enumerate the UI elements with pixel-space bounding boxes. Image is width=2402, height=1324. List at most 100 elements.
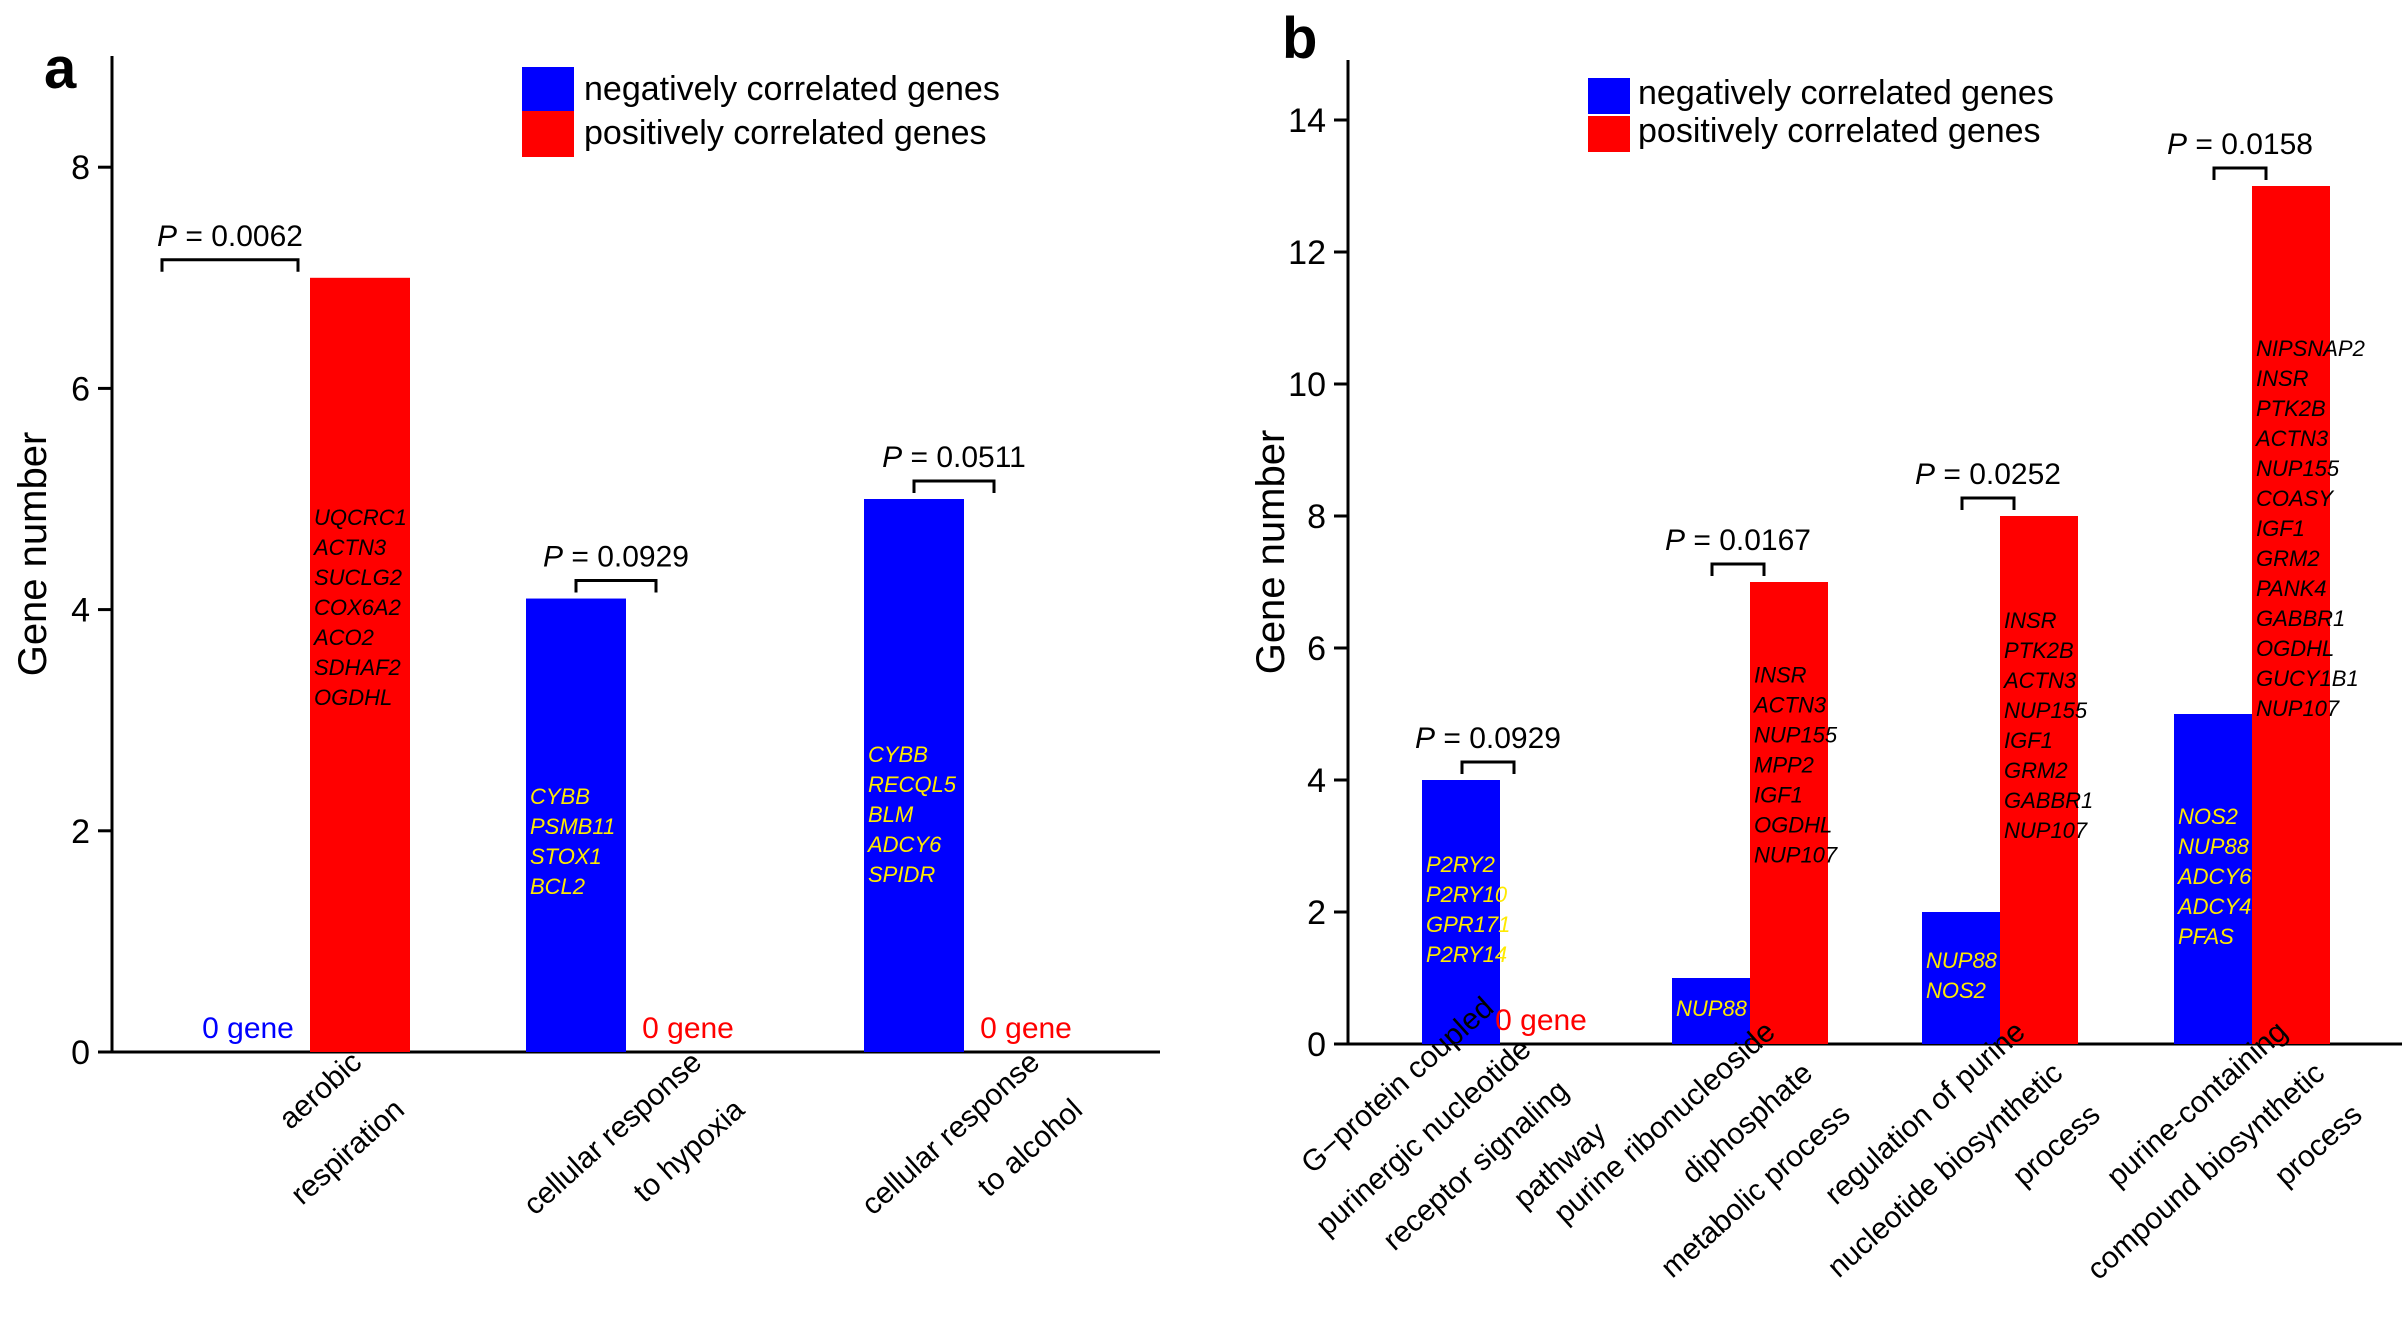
- legend-swatch-positive: [522, 111, 574, 157]
- p-value-text: = 0.0167: [1685, 524, 1811, 557]
- gene-label-positive: ACO2: [312, 625, 374, 650]
- gene-label-negative: PSMB11: [530, 814, 615, 839]
- p-value-text: = 0.0929: [563, 541, 689, 574]
- gene-label-positive: NUP107: [1754, 843, 1838, 868]
- y-tick-label: 0: [1307, 1026, 1326, 1064]
- p-value-bracket: [912, 479, 996, 493]
- p-value-label: P = 0.0929: [543, 541, 689, 574]
- y-tick-label: 2: [71, 813, 90, 851]
- legend-entry-negative: negatively correlated genes: [584, 70, 1000, 108]
- gene-label-positive: ACTN3: [2254, 426, 2329, 451]
- gene-label-negative: CYBB: [868, 742, 928, 767]
- legend-swatch-negative: [1588, 78, 1630, 114]
- p-symbol: P: [543, 541, 563, 574]
- gene-label-negative: ADCY6: [2176, 864, 2252, 889]
- gene-label-negative: BCL2: [530, 874, 585, 899]
- bar-positive: [2252, 186, 2330, 1044]
- bar-negative: [2174, 714, 2252, 1044]
- gene-label-positive: NUP155: [2256, 456, 2340, 481]
- y-tick-label: 6: [71, 370, 90, 408]
- y-axis-label: Gene number: [11, 432, 55, 677]
- gene-label-negative: P2RY10: [1426, 882, 1508, 907]
- p-value-label: P = 0.0252: [1915, 458, 2061, 491]
- gene-label-positive: NIPSNAP2: [2256, 336, 2365, 361]
- p-value-bracket: [2212, 166, 2268, 180]
- gene-label-positive: GUCY1B1: [2256, 666, 2359, 691]
- gene-label-positive: PTK2B: [2004, 638, 2074, 663]
- legend-entry-positive: positively correlated genes: [584, 114, 987, 152]
- p-value-bracket: [574, 579, 658, 593]
- gene-label-negative: ADCY4: [2176, 894, 2251, 919]
- p-symbol: P: [1665, 524, 1685, 557]
- legend-swatch-negative: [522, 67, 574, 113]
- category-label: purine ribonucleosidediphosphatemetaboli…: [1548, 1015, 1857, 1285]
- gene-label-negative: ADCY6: [866, 832, 942, 857]
- category-label-line: cellular response: [855, 1045, 1046, 1221]
- gene-label-positive: COASY: [2256, 486, 2334, 511]
- gene-label-negative: CYBB: [530, 784, 590, 809]
- gene-label-positive: GRM2: [2256, 546, 2320, 571]
- gene-label-positive: GRM2: [2004, 758, 2068, 783]
- y-tick-label: 8: [71, 149, 90, 187]
- gene-label-positive: IGF1: [2004, 728, 2053, 753]
- gene-label-positive: NUP155: [1754, 723, 1838, 748]
- gene-label-positive: GABBR1: [2256, 606, 2345, 631]
- gene-label-positive: IGF1: [2256, 516, 2305, 541]
- p-value-text: = 0.0252: [1935, 458, 2061, 491]
- zero-gene-note: 0 gene: [1495, 1004, 1587, 1037]
- gene-label-positive: PANK4: [2256, 576, 2327, 601]
- zero-gene-note: 0 gene: [202, 1012, 294, 1045]
- gene-label-positive: IGF1: [1754, 783, 1803, 808]
- zero-gene-note: 0 gene: [980, 1012, 1072, 1045]
- p-value-text: = 0.0158: [2187, 128, 2313, 161]
- bar-negative: [1672, 978, 1750, 1044]
- bar-positive: [1750, 582, 1828, 1044]
- gene-label-negative: NOS2: [1926, 978, 1986, 1003]
- y-tick-label: 4: [71, 592, 90, 630]
- p-value-bracket: [1460, 760, 1516, 774]
- zero-gene-note: 0 gene: [642, 1012, 734, 1045]
- gene-label-negative: PFAS: [2178, 924, 2234, 949]
- category-label-line: cellular response: [517, 1045, 708, 1221]
- y-tick-label: 14: [1288, 102, 1326, 140]
- p-value-text: = 0.0929: [1435, 722, 1561, 755]
- bar-negative: [1422, 780, 1500, 1044]
- gene-label-positive: UQCRC1: [314, 505, 407, 530]
- y-tick-label: 10: [1288, 366, 1326, 404]
- panel-a: a 0 2 4 6 8 Gene number negatively correlated g…: [11, 36, 1160, 1222]
- p-symbol: P: [882, 441, 902, 474]
- y-tick-label: 4: [1307, 762, 1326, 800]
- y-tick-label: 6: [1307, 630, 1326, 668]
- gene-label-negative: P2RY14: [1426, 942, 1507, 967]
- category-label-line: aerobic: [273, 1045, 368, 1135]
- gene-label-positive: ACTN3: [2002, 668, 2077, 693]
- gene-label-positive: MPP2: [1754, 753, 1814, 778]
- gene-label-positive: NUP107: [2004, 818, 2088, 843]
- bar-negative: [526, 598, 626, 1052]
- p-symbol: P: [1915, 458, 1935, 491]
- gene-label-positive: PTK2B: [2256, 396, 2326, 421]
- legend-entry-negative: negatively correlated genes: [1638, 74, 2054, 112]
- gene-label-positive: INSR: [2256, 366, 2309, 391]
- gene-label-negative: NUP88: [2178, 834, 2250, 859]
- gene-label-positive: ACTN3: [312, 535, 387, 560]
- y-tick-label: 12: [1288, 234, 1326, 272]
- gene-label-negative: RECQL5: [868, 772, 957, 797]
- gene-label-positive: OGDHL: [1754, 813, 1832, 838]
- gene-label-positive: INSR: [2004, 608, 2057, 633]
- p-value-bracket: [160, 258, 300, 272]
- p-symbol: P: [157, 220, 177, 253]
- panel-letter: a: [44, 36, 77, 101]
- panel-b: b 0 2 4 6 8 10 12 14 Gene number negatively correl…: [1249, 6, 2402, 1286]
- gene-label-negative: P2RY2: [1426, 852, 1495, 877]
- p-value-label: P = 0.0158: [2167, 128, 2313, 161]
- y-tick-label: 0: [71, 1034, 90, 1072]
- panel-letter: b: [1282, 6, 1317, 71]
- gene-label-negative: NOS2: [2178, 804, 2238, 829]
- y-axis-label: Gene number: [1249, 430, 1293, 675]
- gene-label-positive: SDHAF2: [314, 655, 401, 680]
